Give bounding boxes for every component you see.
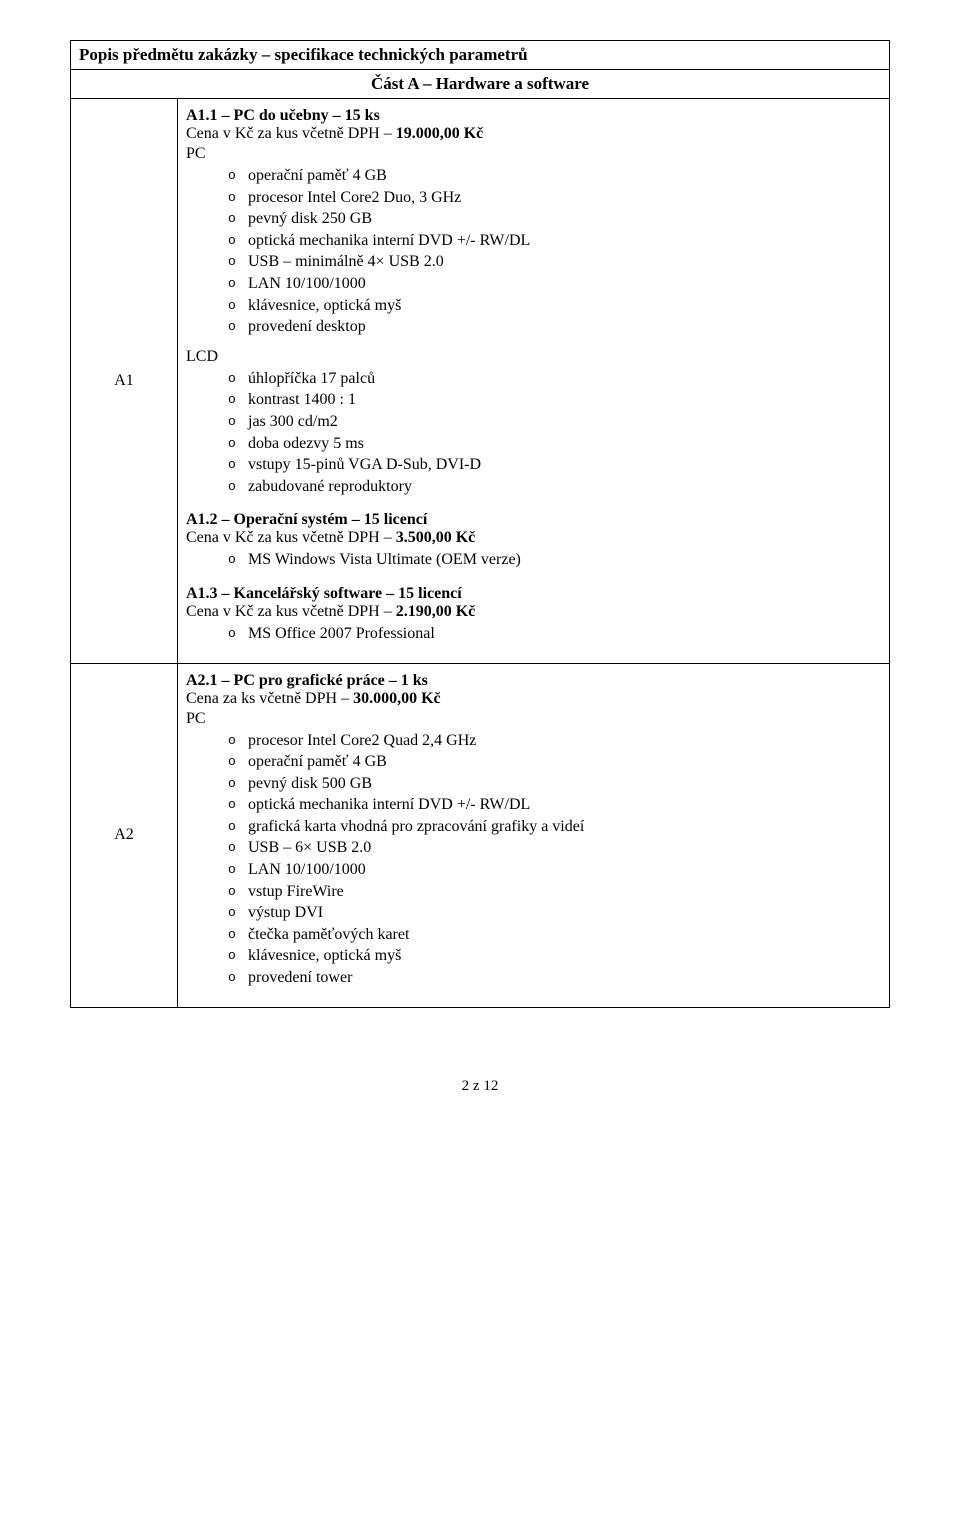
spec-table: Popis předmětu zakázky – specifikace tec… [70, 40, 890, 1008]
list-item: pevný disk 250 GB [228, 208, 881, 230]
section-title: A1.2 – Operační systém – 15 licencí [186, 511, 881, 529]
list-item: čtečka paměťových karet [228, 924, 881, 946]
price-prefix: Cena v Kč za kus včetně DPH – [186, 603, 396, 620]
spec-list-pc: operační paměť 4 GB procesor Intel Core2… [186, 165, 881, 338]
list-item: zabudované reproduktory [228, 476, 881, 498]
list-item: MS Windows Vista Ultimate (OEM verze) [228, 549, 881, 571]
list-item: klávesnice, optická myš [228, 295, 881, 317]
price-line: Cena za ks včetně DPH – 30.000,00 Kč [186, 690, 881, 708]
list-item: pevný disk 500 GB [228, 773, 881, 795]
section-title: A2.1 – PC pro grafické práce – 1 ks [186, 672, 881, 690]
price-prefix: Cena v Kč za kus včetně DPH – [186, 529, 396, 546]
price-line: Cena v Kč za kus včetně DPH – 3.500,00 K… [186, 529, 881, 547]
spec-list-pc: procesor Intel Core2 Quad 2,4 GHz operač… [186, 730, 881, 989]
price-value: 30.000,00 Kč [353, 690, 441, 707]
section-title: A1.1 – PC do učebny – 15 ks [186, 107, 881, 125]
list-item: úhlopříčka 17 palců [228, 368, 881, 390]
lcd-sublabel: LCD [186, 348, 881, 366]
pc-sublabel: PC [186, 710, 881, 728]
page-footer: 2 z 12 [70, 1078, 890, 1095]
list-item: procesor Intel Core2 Quad 2,4 GHz [228, 730, 881, 752]
pc-sublabel: PC [186, 145, 881, 163]
price-prefix: Cena v Kč za kus včetně DPH – [186, 125, 396, 142]
list-item: vstup FireWire [228, 881, 881, 903]
row-label-a2: A2 [71, 663, 178, 1007]
table-header: Popis předmětu zakázky – specifikace tec… [71, 41, 890, 70]
list-item: LAN 10/100/1000 [228, 273, 881, 295]
list-item: doba odezvy 5 ms [228, 433, 881, 455]
list-item: provedení tower [228, 967, 881, 989]
row-content-a1: A1.1 – PC do učebny – 15 ks Cena v Kč za… [178, 99, 890, 664]
page: Popis předmětu zakázky – specifikace tec… [0, 0, 960, 1135]
list-item: optická mechanika interní DVD +/- RW/DL [228, 794, 881, 816]
spec-list: MS Windows Vista Ultimate (OEM verze) [186, 549, 881, 571]
list-item: provedení desktop [228, 316, 881, 338]
list-item: grafická karta vhodná pro zpracování gra… [228, 816, 881, 838]
list-item: kontrast 1400 : 1 [228, 389, 881, 411]
table-row: A2 A2.1 – PC pro grafické práce – 1 ks C… [71, 663, 890, 1007]
list-item: procesor Intel Core2 Duo, 3 GHz [228, 187, 881, 209]
row-label-a1: A1 [71, 99, 178, 664]
price-value: 2.190,00 Kč [396, 603, 476, 620]
price-value: 3.500,00 Kč [396, 529, 476, 546]
price-prefix: Cena za ks včetně DPH – [186, 690, 353, 707]
spec-list: MS Office 2007 Professional [186, 623, 881, 645]
list-item: vstupy 15-pinů VGA D-Sub, DVI-D [228, 454, 881, 476]
list-item: operační paměť 4 GB [228, 751, 881, 773]
list-item: USB – minimálně 4× USB 2.0 [228, 251, 881, 273]
list-item: LAN 10/100/1000 [228, 859, 881, 881]
price-value: 19.000,00 Kč [396, 125, 484, 142]
section-a1-2: A1.2 – Operační systém – 15 licencí Cena… [186, 511, 881, 571]
section-a1-1: A1.1 – PC do učebny – 15 ks Cena v Kč za… [186, 107, 881, 497]
list-item: klávesnice, optická myš [228, 945, 881, 967]
row-content-a2: A2.1 – PC pro grafické práce – 1 ks Cena… [178, 663, 890, 1007]
list-item: USB – 6× USB 2.0 [228, 837, 881, 859]
list-item: výstup DVI [228, 902, 881, 924]
spec-list-lcd: úhlopříčka 17 palců kontrast 1400 : 1 ja… [186, 368, 881, 498]
price-line: Cena v Kč za kus včetně DPH – 19.000,00 … [186, 125, 881, 143]
list-item: jas 300 cd/m2 [228, 411, 881, 433]
section-a1-3: A1.3 – Kancelářský software – 15 licencí… [186, 585, 881, 645]
section-title: A1.3 – Kancelářský software – 15 licencí [186, 585, 881, 603]
table-subheader: Část A – Hardware a software [71, 70, 890, 99]
table-row: A1 A1.1 – PC do učebny – 15 ks Cena v Kč… [71, 99, 890, 664]
list-item: operační paměť 4 GB [228, 165, 881, 187]
list-item: optická mechanika interní DVD +/- RW/DL [228, 230, 881, 252]
price-line: Cena v Kč za kus včetně DPH – 2.190,00 K… [186, 603, 881, 621]
section-a2-1: A2.1 – PC pro grafické práce – 1 ks Cena… [186, 672, 881, 989]
list-item: MS Office 2007 Professional [228, 623, 881, 645]
